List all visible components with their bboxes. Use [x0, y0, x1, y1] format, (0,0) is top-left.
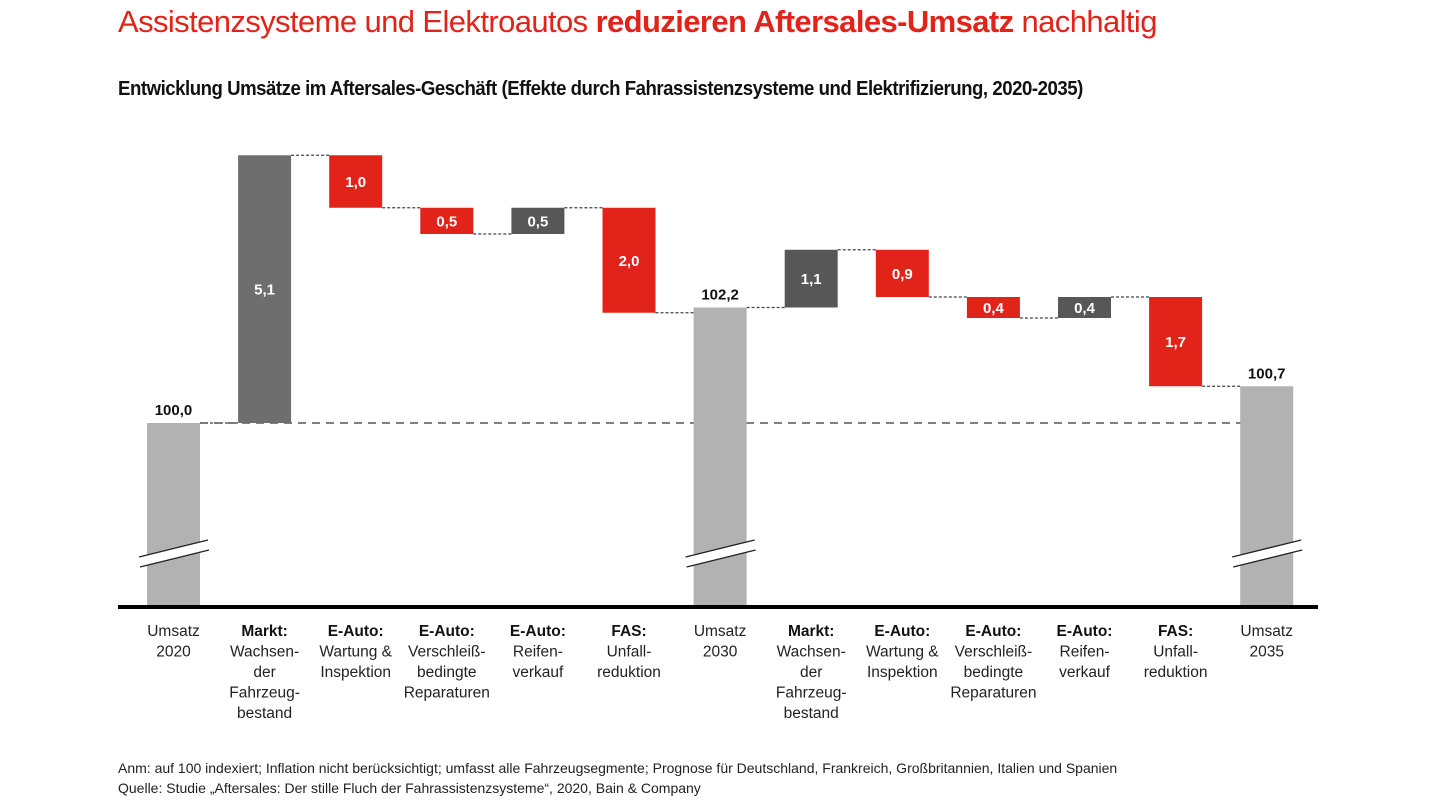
category-label-line: 2035 [1249, 644, 1283, 661]
category-label-line: reduktion [1144, 664, 1208, 681]
category-label-line: Reparaturen [950, 685, 1036, 702]
category-label-line: der [253, 664, 275, 681]
category-label-line: Inspektion [320, 664, 391, 681]
category-label-line: Reparaturen [404, 685, 490, 702]
category-label: E-Auto: Wartung & Inspektion [319, 623, 392, 681]
category-label-bold: FAS: [611, 623, 646, 640]
category-label-bold: E-Auto: [328, 623, 384, 640]
category-label: Markt: Wachsen-der Fahrzeug-bestand [776, 623, 847, 722]
bar-decrease [602, 207, 656, 313]
axis-break-line [138, 539, 209, 558]
source-note: Quelle: Studie „Aftersales: Der stille F… [118, 780, 701, 796]
title-prefix: Assistenzsysteme und Elektroautos [118, 4, 596, 39]
chart-subtitle: Entwicklung Umsätze im Aftersales-Geschä… [118, 78, 1083, 100]
bar-decrease [966, 297, 1020, 318]
category-label-line: Wartung & [866, 644, 939, 661]
category-label-bold: Markt: [788, 623, 835, 640]
title-bold: reduzieren Aftersales-Umsatz [595, 4, 1015, 39]
category-label-line: verkauf [1059, 664, 1111, 681]
axis-break-line [686, 549, 756, 568]
category-label-line: der [800, 664, 822, 681]
bar-increase_market [238, 155, 292, 423]
category-label-line: Wachsen- [777, 644, 846, 661]
category-label-line: verkauf [512, 664, 564, 681]
category-label-bold: FAS: [1158, 623, 1193, 640]
category-label-bold: E-Auto: [874, 623, 930, 640]
category-label-line: 2020 [156, 644, 191, 661]
data-label: 2,0 [619, 253, 640, 270]
category-label-line: Inspektion [867, 664, 938, 681]
category-label-line: Umsatz [1240, 623, 1293, 640]
category-label-bold: E-Auto: [419, 623, 475, 640]
axis-break-gap [1232, 540, 1302, 567]
category-label-line: Wartung & [319, 644, 392, 661]
category-label: Markt: Wachsen-der Fahrzeug-bestand [229, 623, 300, 722]
bar-total [147, 423, 200, 607]
category-label: E-Auto: Reifen-verkauf [1057, 623, 1113, 681]
bar-decrease [420, 207, 474, 234]
category-label-line: bestand [237, 705, 292, 722]
category-label-line: bedingte [417, 664, 476, 681]
data-label: 1,0 [345, 174, 366, 191]
category-label: FAS: Unfall-reduktion [597, 623, 661, 681]
category-label: E-Auto: Reifen-verkauf [510, 623, 566, 681]
category-label-line: bestand [784, 705, 839, 722]
category-label: E-Auto: Verschleiß-bedingte Reparaturen [950, 623, 1036, 702]
category-label-line: Reifen- [513, 644, 563, 661]
bar-decrease [329, 155, 383, 208]
bar-increase [1058, 297, 1111, 318]
axis-break-line [1233, 549, 1303, 568]
data-label: 1,7 [1165, 334, 1186, 351]
axis-break-line [685, 539, 755, 558]
axis-break-line [1232, 539, 1302, 558]
category-label-line: Verschleiß- [955, 644, 1033, 661]
category-label-line: Fahrzeug- [229, 685, 300, 702]
category-label: E-Auto: Wartung & Inspektion [866, 623, 939, 681]
category-label-line: bedingte [964, 664, 1023, 681]
axis-break-gap [139, 540, 208, 567]
category-label-line: Wachsen- [230, 644, 299, 661]
category-label-line: Unfall- [607, 644, 652, 661]
category-label-bold: E-Auto: [510, 623, 566, 640]
bar-increase [511, 207, 565, 234]
category-label-line: Unfall- [1153, 644, 1198, 661]
category-label: Umsatz 2035 [1240, 623, 1293, 661]
footnote: Anm: auf 100 indexiert; Inflation nicht … [118, 760, 1118, 776]
data-label: 5,1 [254, 282, 275, 299]
category-label: E-Auto: Verschleiß-bedingte Reparaturen [404, 623, 490, 702]
data-label-total: 100,0 [155, 402, 193, 419]
title-suffix: nachhaltig [1013, 4, 1158, 39]
page-title: Assistenzsysteme und Elektroautos reduzi… [118, 4, 1157, 40]
category-label-line: 2030 [703, 644, 738, 661]
axis-break-gap [685, 540, 755, 567]
data-label: 0,5 [527, 213, 548, 230]
category-label-line: Reifen- [1060, 644, 1110, 661]
data-label: 0,9 [892, 266, 913, 283]
category-label: Umsatz 2030 [694, 623, 747, 661]
category-label-bold: Markt: [241, 623, 288, 640]
bar-decrease [875, 249, 929, 297]
category-label-line: reduktion [597, 664, 661, 681]
bar-decrease [1149, 297, 1203, 387]
data-label: 0,4 [1074, 300, 1096, 317]
category-label-bold: E-Auto: [965, 623, 1021, 640]
category-label-line: Fahrzeug- [776, 685, 847, 702]
data-label: 1,1 [801, 271, 822, 288]
category-label: Umsatz 2020 [147, 623, 200, 661]
category-label-line: Umsatz [694, 623, 747, 640]
bar-total [1240, 386, 1294, 607]
data-label-total: 102,2 [701, 287, 739, 304]
category-label: FAS: Unfall-reduktion [1144, 623, 1208, 681]
axis-break-line [139, 549, 210, 568]
category-label-bold: E-Auto: [1057, 623, 1113, 640]
category-label-line: Umsatz [147, 623, 200, 640]
data-label: 0,4 [983, 300, 1005, 317]
bar-increase [784, 249, 838, 308]
data-label-total: 100,7 [1248, 365, 1286, 382]
data-label: 0,5 [436, 213, 457, 230]
category-label-line: Verschleiß- [408, 644, 486, 661]
